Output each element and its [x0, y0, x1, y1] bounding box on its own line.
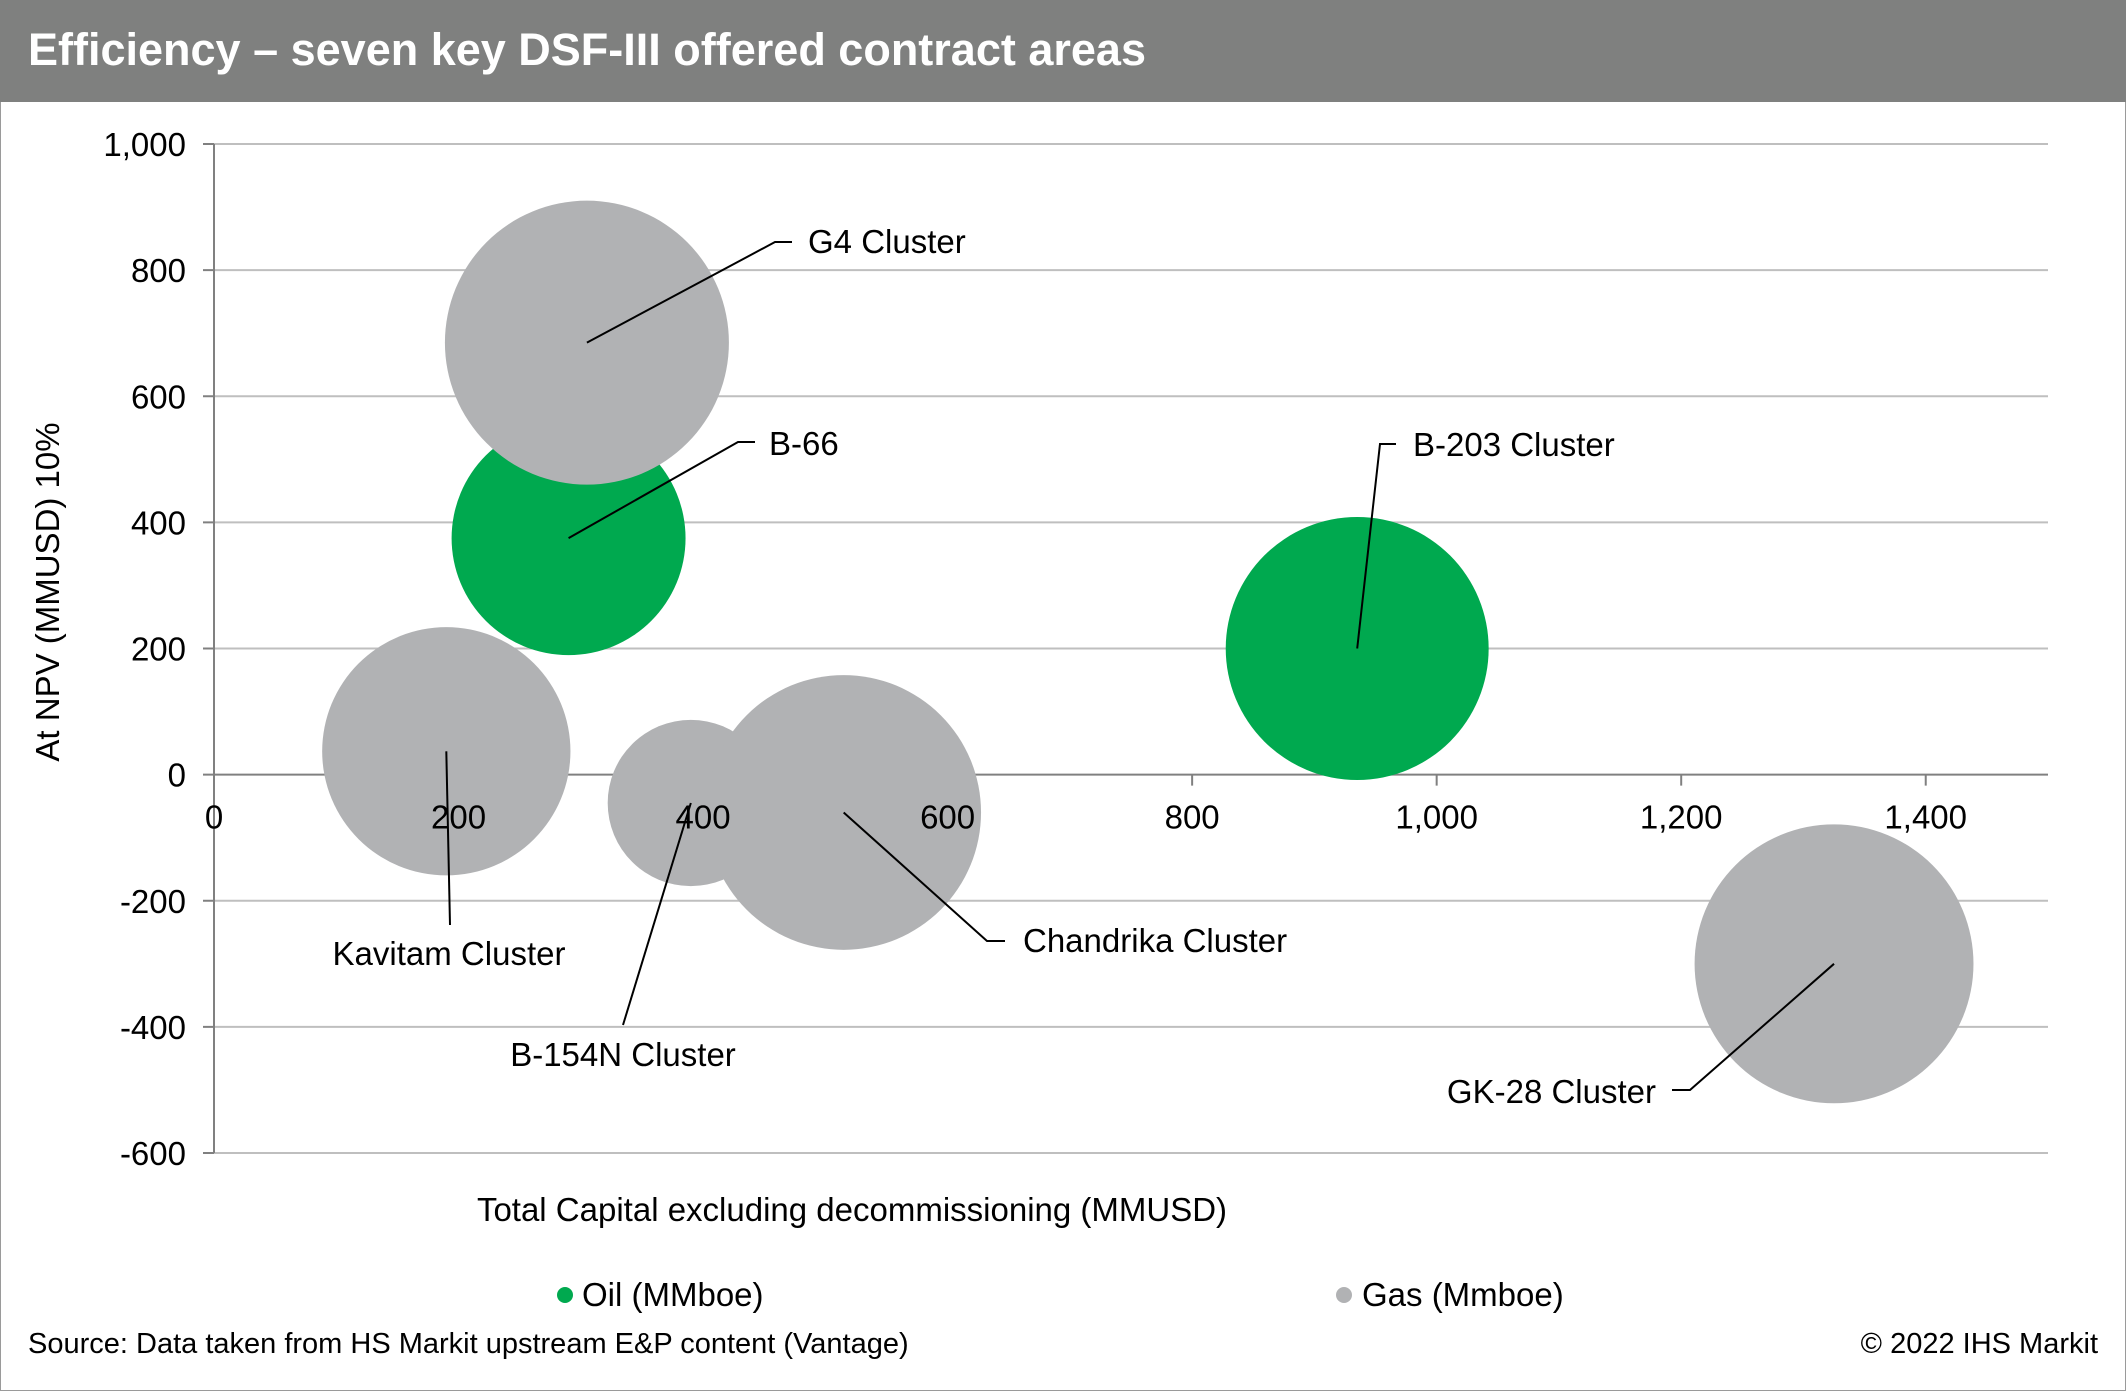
bubbles	[322, 200, 1974, 1104]
data-label: Kavitam Cluster	[333, 935, 566, 972]
leader-line	[586, 241, 792, 344]
leader-line	[568, 441, 755, 540]
y-axis-title: At NPV (MMUSD) 10%	[29, 422, 66, 761]
data-label: B-203 Cluster	[1413, 426, 1615, 463]
source-note: Source: Data taken from HS Markit upstre…	[28, 1328, 909, 1360]
x-tick-label: 1,400	[1884, 799, 1967, 836]
y-tick-label: -400	[120, 1009, 186, 1046]
leader-line	[445, 751, 451, 926]
data-label: Chandrika Cluster	[1023, 922, 1287, 959]
leader-line	[622, 802, 692, 1026]
leader-line	[1356, 443, 1396, 649]
chart-title: Efficiency – seven key DSF-III offered c…	[28, 24, 1146, 75]
legend: Oil (MMboe) Gas (Mmboe)	[557, 1276, 1564, 1313]
tick-labels: 1,000 800 600 400 200 0 -200 -400 -600 0 200 400 600…	[103, 126, 1967, 1172]
bubble-labels: B-66 B-203 Cluster G4 Cluster Kavitam Clust…	[333, 223, 1656, 1110]
y-tick-label: 800	[131, 252, 186, 289]
y-tick-label: 1,000	[103, 126, 186, 163]
y-tick-label: 200	[131, 631, 186, 668]
y-tick-label: -200	[120, 883, 186, 920]
data-label: G4 Cluster	[808, 223, 966, 260]
leader-line	[843, 811, 1005, 942]
x-tick-label: 400	[676, 799, 731, 836]
x-tick-label: 0	[205, 799, 223, 836]
x-tick-label: 800	[1165, 799, 1220, 836]
x-tick-label: 1,000	[1395, 799, 1478, 836]
y-tick-label: 600	[131, 378, 186, 415]
x-tick-label: 600	[920, 799, 975, 836]
leader-lines	[445, 241, 1835, 1091]
x-axis-title: Total Capital excluding decommissioning …	[477, 1191, 1227, 1228]
legend-gas-label: Gas (Mmboe)	[1362, 1276, 1564, 1313]
x-tick-label: 200	[431, 799, 486, 836]
y-tick-label: 0	[168, 757, 186, 794]
data-label: GK-28 Cluster	[1447, 1073, 1656, 1110]
legend-gas-marker	[1336, 1287, 1352, 1303]
leader-line	[1672, 963, 1835, 1091]
data-label: B-154N Cluster	[510, 1036, 736, 1073]
data-label: B-66	[769, 425, 839, 462]
y-tick-label: -600	[120, 1135, 186, 1172]
legend-oil-marker	[557, 1287, 573, 1303]
x-tick-label: 1,200	[1640, 799, 1723, 836]
title-bar: Efficiency – seven key DSF-III offered c…	[0, 0, 2126, 102]
copyright-note: © 2022 IHS Markit	[1860, 1328, 2098, 1360]
legend-oil-label: Oil (MMboe)	[582, 1276, 764, 1313]
y-tick-label: 400	[131, 504, 186, 541]
